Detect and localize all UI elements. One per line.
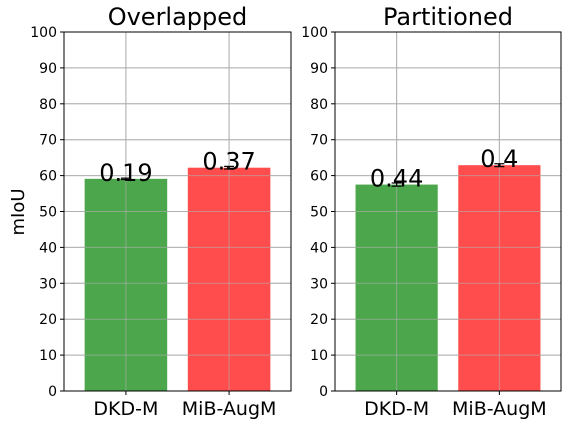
y-tick-label: 0 — [319, 384, 328, 400]
x-tick-label: MiB-AugM — [452, 398, 547, 420]
y-axis-label: mIoU — [8, 188, 29, 235]
y-tick-label: 20 — [310, 312, 328, 328]
chart-title: Partitioned — [383, 3, 513, 31]
y-tick-label: 90 — [39, 61, 57, 77]
y-tick-label: 100 — [301, 25, 328, 41]
y-tick-label: 50 — [39, 205, 57, 221]
y-tick-label: 10 — [39, 348, 57, 364]
y-tick-label: 90 — [310, 61, 328, 77]
y-tick-label: 60 — [310, 169, 328, 185]
data-label: 0.37 — [202, 148, 255, 176]
y-tick-label: 70 — [39, 133, 57, 149]
x-tick-label: DKD-M — [93, 398, 158, 420]
y-tick-label: 40 — [39, 240, 57, 256]
data-label: 0.44 — [370, 165, 423, 193]
y-tick-label: 100 — [30, 25, 57, 41]
chart-panel-1: 0 10 20 30 40 50 60 70 80 90 100 DKD-M MiB-AugM 0.19 0… — [30, 3, 292, 420]
data-label: 0.4 — [480, 145, 518, 173]
y-tick-label: 70 — [310, 133, 328, 149]
x-tick-label: MiB-AugM — [182, 398, 277, 420]
y-tick-label: 80 — [310, 97, 328, 113]
y-tick-label: 60 — [39, 169, 57, 185]
y-tick-label: 10 — [310, 348, 328, 364]
data-label: 0.19 — [99, 159, 152, 187]
y-tick-label: 0 — [48, 384, 57, 400]
y-tick-label: 40 — [310, 240, 328, 256]
x-tick-label: DKD-M — [364, 398, 429, 420]
y-tick-label: 30 — [39, 276, 57, 292]
y-tick-label: 50 — [310, 205, 328, 221]
chart-title: Overlapped — [108, 3, 248, 31]
y-tick-label: 80 — [39, 97, 57, 113]
chart-panel-2: 0 10 20 30 40 50 60 70 80 90 100 DKD-M MiB-AugM 0.44 0… — [301, 3, 562, 420]
y-tick-label: 30 — [310, 276, 328, 292]
y-tick-label: 20 — [39, 312, 57, 328]
